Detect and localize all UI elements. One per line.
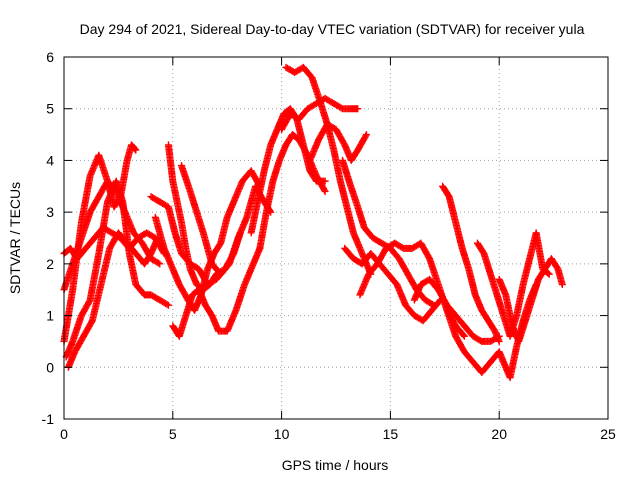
y-tick-label: 5 — [46, 101, 54, 117]
data-point — [495, 337, 503, 345]
grid-lines — [64, 57, 608, 419]
x-tick-label: 0 — [60, 426, 68, 442]
data-point — [558, 281, 566, 289]
data-point — [362, 132, 370, 140]
data-point — [131, 145, 139, 153]
series-trace-15 — [306, 120, 370, 164]
x-tick-label: 15 — [383, 426, 399, 442]
data-point — [320, 186, 328, 194]
data-points — [60, 63, 566, 382]
chart-title: Day 294 of 2021, Sidereal Day-to-day VTE… — [80, 21, 585, 37]
x-tick-label: 10 — [274, 426, 290, 442]
data-point — [460, 332, 468, 340]
data-point — [354, 105, 362, 113]
series-trace-17 — [341, 244, 444, 325]
series-trace-20 — [439, 182, 503, 345]
y-tick-label: -1 — [42, 411, 55, 427]
data-point — [545, 270, 553, 278]
data-point — [164, 301, 172, 309]
y-tick-label: 0 — [46, 359, 54, 375]
series-trace-14 — [278, 94, 362, 133]
data-point — [163, 300, 171, 308]
plot-frame — [63, 56, 609, 420]
series-trace-12 — [256, 131, 329, 252]
series-trace-23 — [495, 255, 566, 345]
series-trace-11 — [247, 105, 329, 237]
y-tick-label: 1 — [46, 308, 54, 324]
y-axis-title: SDTVAR / TECUs — [7, 182, 23, 294]
data-point — [132, 146, 140, 154]
y-tick-label: 3 — [46, 204, 54, 220]
series-trace-13 — [282, 63, 375, 278]
data-point — [321, 187, 329, 195]
y-tick-label: 6 — [46, 49, 54, 65]
series-trace-2 — [62, 177, 172, 361]
series-trace-3 — [60, 141, 140, 345]
data-point — [362, 131, 370, 139]
axis-ticks: 0 5 10 15 20 25 -1 0 1 2 3 4 5 6 — [42, 49, 616, 442]
x-tick-label: 25 — [600, 426, 616, 442]
x-tick-label: 5 — [169, 426, 177, 442]
data-point — [156, 260, 164, 268]
data-point — [154, 259, 162, 267]
y-tick-label: 2 — [46, 256, 54, 272]
series-trace-9 — [169, 244, 264, 340]
x-axis-title: GPS time / hours — [282, 457, 389, 473]
data-point — [459, 331, 467, 339]
y-tick-label: 4 — [46, 152, 54, 168]
x-tick-label: 20 — [491, 426, 507, 442]
series-trace-5 — [64, 229, 162, 371]
